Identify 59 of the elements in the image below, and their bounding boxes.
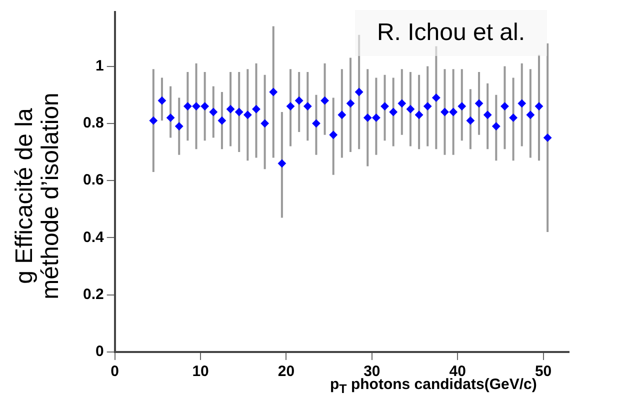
x-tick-label: 50 bbox=[534, 363, 552, 380]
point bbox=[458, 102, 466, 110]
point bbox=[484, 110, 492, 119]
point bbox=[346, 99, 354, 108]
point bbox=[380, 102, 389, 110]
point bbox=[509, 114, 518, 122]
point bbox=[535, 102, 544, 110]
point bbox=[432, 94, 440, 102]
point bbox=[320, 96, 329, 105]
y-tick-label: 0.2 bbox=[82, 286, 104, 303]
point bbox=[372, 114, 380, 122]
point bbox=[389, 108, 398, 116]
point bbox=[244, 110, 252, 119]
point bbox=[166, 114, 175, 122]
point bbox=[226, 105, 235, 114]
y-tick-label: 0.4 bbox=[82, 228, 104, 246]
point bbox=[269, 88, 278, 96]
y-axis-title: g Efficacité de la méthode d’isolation bbox=[11, 92, 64, 302]
annotation: R. Ichou et al. bbox=[355, 10, 547, 56]
point bbox=[286, 102, 295, 110]
point bbox=[184, 102, 192, 110]
point bbox=[355, 88, 364, 96]
point bbox=[415, 110, 424, 119]
point bbox=[526, 110, 534, 119]
point bbox=[312, 119, 320, 128]
point bbox=[406, 105, 414, 114]
point bbox=[218, 116, 226, 125]
point bbox=[295, 96, 304, 105]
point bbox=[252, 105, 260, 114]
y-tick-label: 0.8 bbox=[82, 114, 104, 132]
point bbox=[192, 102, 200, 110]
y-tick-label: 1 bbox=[96, 57, 104, 74]
point bbox=[278, 159, 286, 168]
point bbox=[440, 108, 449, 116]
point bbox=[200, 102, 209, 110]
point bbox=[364, 114, 372, 122]
point bbox=[158, 96, 166, 105]
point bbox=[544, 134, 552, 142]
point bbox=[449, 108, 458, 116]
point bbox=[475, 99, 484, 108]
point bbox=[466, 116, 474, 125]
y-tick-label: 0.6 bbox=[82, 172, 104, 189]
point bbox=[260, 119, 269, 128]
y-tick-label: 0 bbox=[96, 343, 104, 360]
point bbox=[329, 130, 338, 139]
point bbox=[398, 99, 406, 108]
point bbox=[424, 102, 432, 110]
point bbox=[492, 122, 500, 130]
point bbox=[235, 108, 244, 116]
point bbox=[149, 116, 158, 125]
x-tick-label: 20 bbox=[278, 363, 295, 380]
point bbox=[304, 102, 312, 110]
x-tick-label: 0 bbox=[110, 363, 120, 380]
point bbox=[175, 122, 184, 130]
point bbox=[500, 102, 509, 110]
point bbox=[338, 110, 346, 119]
x-tick-label: 10 bbox=[192, 363, 209, 380]
point bbox=[518, 99, 526, 108]
point bbox=[209, 108, 218, 116]
